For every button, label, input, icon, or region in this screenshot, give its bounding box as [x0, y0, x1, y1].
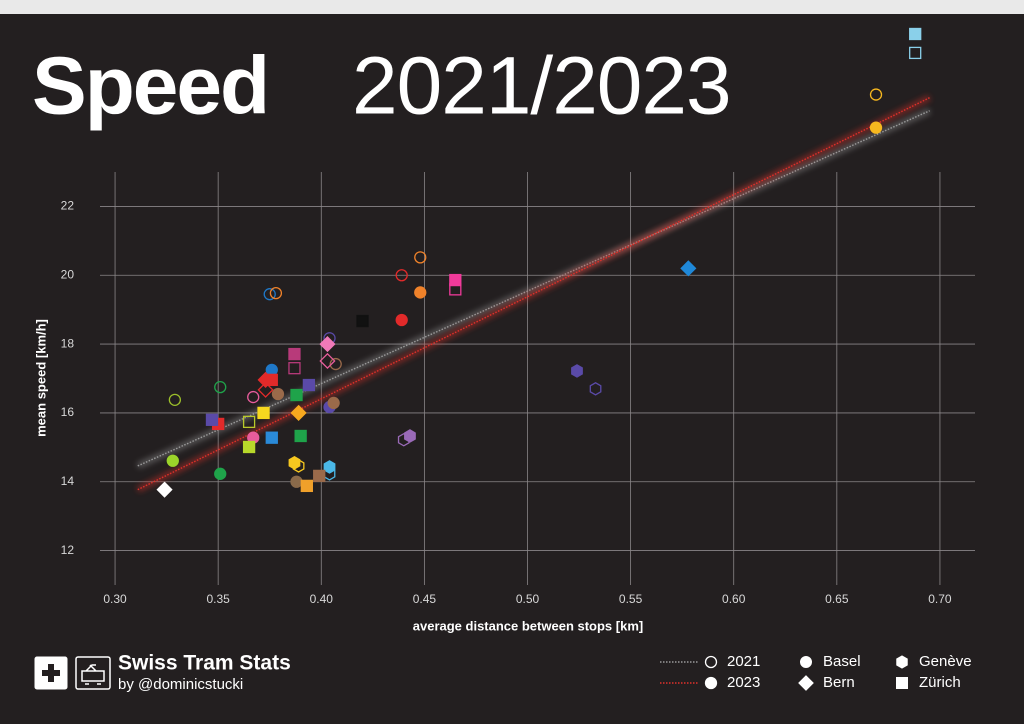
- point: [395, 269, 408, 282]
- x-tick-label: 0.35: [206, 592, 230, 606]
- y-tick-label: 14: [61, 474, 75, 488]
- point: [680, 260, 697, 277]
- y-tick-label: 16: [61, 405, 75, 419]
- point: [263, 288, 276, 301]
- point: [168, 393, 182, 406]
- point: [294, 429, 307, 443]
- point: [290, 475, 303, 488]
- point: [395, 313, 408, 327]
- point: [257, 406, 270, 420]
- point: [288, 456, 301, 470]
- legend-marker: [800, 656, 812, 668]
- point: [290, 404, 307, 421]
- legend-label: Genève: [919, 653, 972, 670]
- point: [323, 460, 336, 474]
- x-tick-label: 0.40: [310, 592, 334, 606]
- point: [313, 469, 326, 483]
- x-tick-label: 0.65: [825, 592, 849, 606]
- point: [869, 88, 883, 101]
- legend-label: 2023: [727, 674, 760, 691]
- point: [214, 467, 227, 480]
- legend-label: 2021: [727, 653, 760, 670]
- point: [288, 347, 301, 361]
- x-tick-label: 0.60: [722, 592, 746, 606]
- point: [414, 251, 427, 264]
- point: [356, 314, 369, 328]
- point: [166, 454, 179, 467]
- point: [290, 388, 303, 402]
- x-tick-label: 0.55: [619, 592, 643, 606]
- point: [589, 382, 602, 396]
- point: [319, 352, 336, 370]
- y-tick-label: 20: [61, 267, 75, 281]
- point: [329, 357, 342, 371]
- y-tick-label: 22: [61, 199, 75, 213]
- point: [271, 387, 285, 401]
- point: [214, 380, 227, 394]
- point: [414, 286, 427, 299]
- point: [156, 481, 173, 498]
- point: [909, 27, 922, 41]
- point: [300, 479, 313, 493]
- point: [571, 364, 583, 378]
- point: [265, 373, 278, 387]
- legend-marker: [896, 655, 908, 669]
- x-tick-label: 0.70: [928, 592, 952, 606]
- legend-marker: [896, 677, 908, 689]
- legend-marker: [704, 676, 718, 690]
- point: [205, 413, 219, 426]
- logo: [34, 656, 111, 690]
- x-tick-label: 0.45: [413, 592, 437, 606]
- point: [247, 390, 260, 404]
- point: [449, 273, 462, 287]
- point: [242, 440, 256, 454]
- x-tick-label: 0.30: [103, 592, 127, 606]
- point: [404, 429, 416, 443]
- brand: Swiss Tram Stats: [118, 652, 291, 675]
- chart-subtitle: 2021/2023: [352, 41, 731, 132]
- y-tick-label: 12: [61, 543, 75, 557]
- y-tick-label: 18: [61, 336, 75, 350]
- point: [327, 396, 340, 410]
- trend-line: [137, 110, 930, 467]
- legend-label: Bern: [823, 674, 855, 691]
- point: [319, 336, 336, 353]
- author: by @dominicstucki: [118, 676, 243, 693]
- x-tick-label: 0.50: [516, 592, 540, 606]
- point: [265, 431, 278, 444]
- point: [257, 381, 274, 398]
- legend-label: Basel: [823, 653, 861, 670]
- legend-marker: [798, 675, 814, 691]
- point: [288, 362, 301, 375]
- chart-title: Speed: [32, 41, 268, 132]
- top-strip: [0, 0, 1024, 14]
- trend-line: [137, 97, 930, 491]
- y-axis-label: mean speed [km/h]: [33, 319, 48, 437]
- point: [869, 121, 883, 134]
- point: [242, 415, 256, 429]
- point: [269, 286, 283, 300]
- x-axis-label: average distance between stops [km]: [413, 618, 643, 633]
- legend-marker: [704, 655, 718, 669]
- point: [909, 46, 922, 60]
- legend-label: Zürich: [919, 674, 961, 691]
- point: [302, 378, 316, 392]
